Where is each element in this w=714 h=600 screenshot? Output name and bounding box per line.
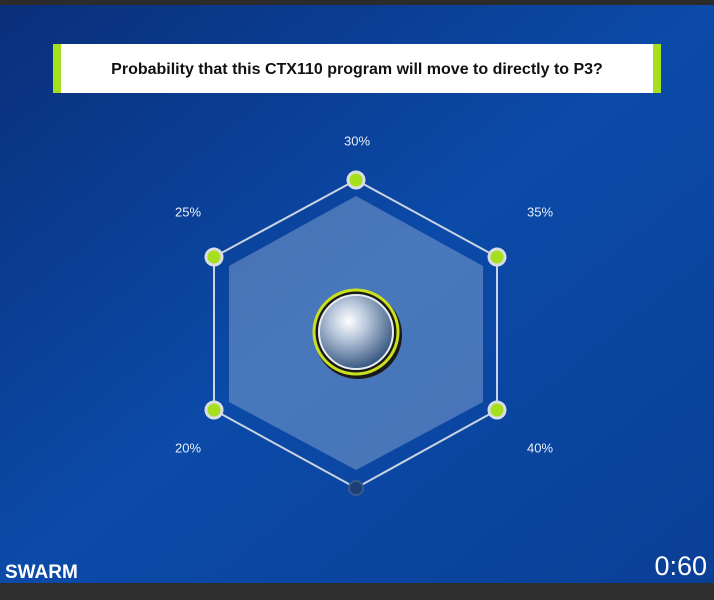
option-label: 25%: [175, 204, 201, 219]
option-node[interactable]: [487, 400, 507, 420]
option-node[interactable]: [204, 247, 224, 267]
bottom-bar: [0, 583, 714, 600]
option-label: 40%: [527, 440, 553, 455]
option-node[interactable]: [487, 247, 507, 267]
logo: SWARM: [5, 562, 78, 583]
question-text: Probability that this CTX110 program wil…: [111, 61, 603, 78]
option-label: 35%: [527, 204, 553, 219]
option-label: 30%: [344, 133, 370, 148]
puck-ring: [312, 288, 400, 376]
option-node[interactable]: [346, 170, 366, 190]
option-node: [348, 480, 364, 496]
option-nodes: [204, 170, 507, 496]
puck-lens: [318, 294, 394, 370]
timer: 0:60: [654, 551, 707, 581]
accent-right: [653, 44, 661, 93]
option-label: 20%: [175, 440, 201, 455]
option-node[interactable]: [204, 400, 224, 420]
question-box: [53, 44, 661, 93]
puck[interactable]: [312, 288, 402, 379]
accent-left: [53, 44, 61, 93]
